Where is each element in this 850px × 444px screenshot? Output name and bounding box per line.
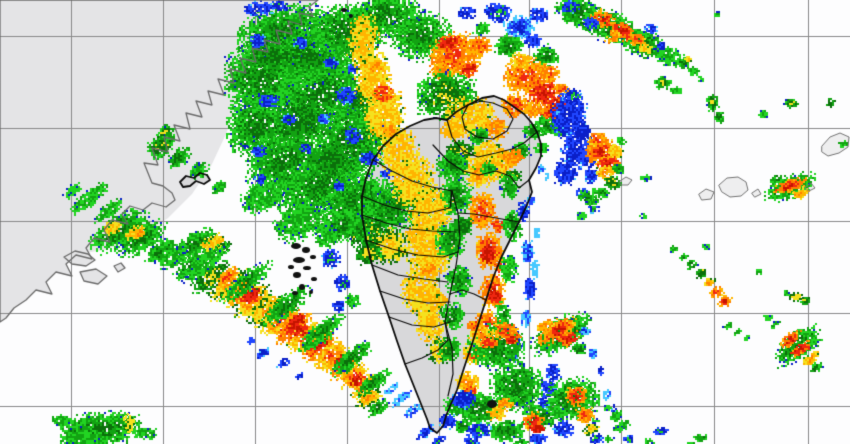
radar-composite-map (0, 0, 850, 444)
radar-map-viewport (0, 0, 850, 444)
